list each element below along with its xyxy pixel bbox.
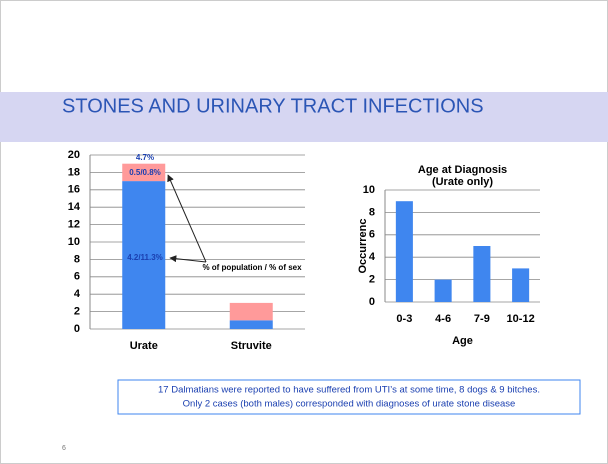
chart-title: Age at Diagnosis <box>418 164 507 176</box>
annotation: 4.7% <box>136 153 154 162</box>
y-tick-label: 2 <box>74 306 80 318</box>
arrow <box>167 174 207 263</box>
bar <box>434 279 452 302</box>
note-box <box>117 379 581 415</box>
x-tick-label: 4-6 <box>435 313 451 325</box>
y-tick-label: 0 <box>74 323 80 335</box>
y-tick-label: 6 <box>74 271 80 283</box>
x-tick-label: Urate <box>130 340 158 352</box>
title-band <box>0 92 608 142</box>
bar-segment <box>229 320 273 329</box>
arrow <box>169 255 207 263</box>
bar <box>473 246 491 302</box>
chart-subtitle: (Urate only) <box>432 176 493 188</box>
y-tick-label: 4 <box>74 288 81 300</box>
y-tick-label: 4 <box>369 251 376 263</box>
bar-segment <box>122 163 166 182</box>
y-tick-label: 10 <box>363 184 375 196</box>
note-line: 17 Dalmatians were reported to have suff… <box>158 385 540 396</box>
annotation: 4.2/11.3% <box>127 253 163 262</box>
y-tick-label: 10 <box>68 236 80 248</box>
x-axis-label: Age <box>452 335 473 347</box>
y-tick-label: 0 <box>369 296 375 308</box>
annotation: % of population / % of sex <box>202 263 302 272</box>
x-tick-label: 0-3 <box>396 313 412 325</box>
bar <box>512 268 530 302</box>
y-tick-label: 2 <box>369 274 375 286</box>
page-number: 6 <box>62 445 66 452</box>
bar-segment <box>122 181 166 329</box>
x-tick-label: 7-9 <box>474 313 490 325</box>
bar <box>395 201 413 302</box>
y-tick-label: 8 <box>369 206 375 218</box>
y-tick-label: 12 <box>68 219 80 231</box>
y-tick-label: 14 <box>68 201 81 213</box>
arrows <box>167 174 207 263</box>
y-tick-label: 16 <box>68 184 80 196</box>
y-tick-label: 6 <box>369 229 375 241</box>
y-tick-label: 8 <box>74 253 80 265</box>
x-tick-label: 10-12 <box>507 313 535 325</box>
slide-title: STONES AND URINARY TRACT INFECTIONS <box>62 95 484 117</box>
annotation: 0.5/0.8% <box>129 168 161 177</box>
y-tick-label: 20 <box>68 149 80 161</box>
y-tick-label: 18 <box>68 166 80 178</box>
x-tick-label: Struvite <box>231 340 272 352</box>
bar-segment <box>229 302 273 321</box>
y-axis-label: Occurrenc <box>357 218 369 273</box>
note-line: Only 2 cases (both males) corresponded w… <box>183 399 516 410</box>
